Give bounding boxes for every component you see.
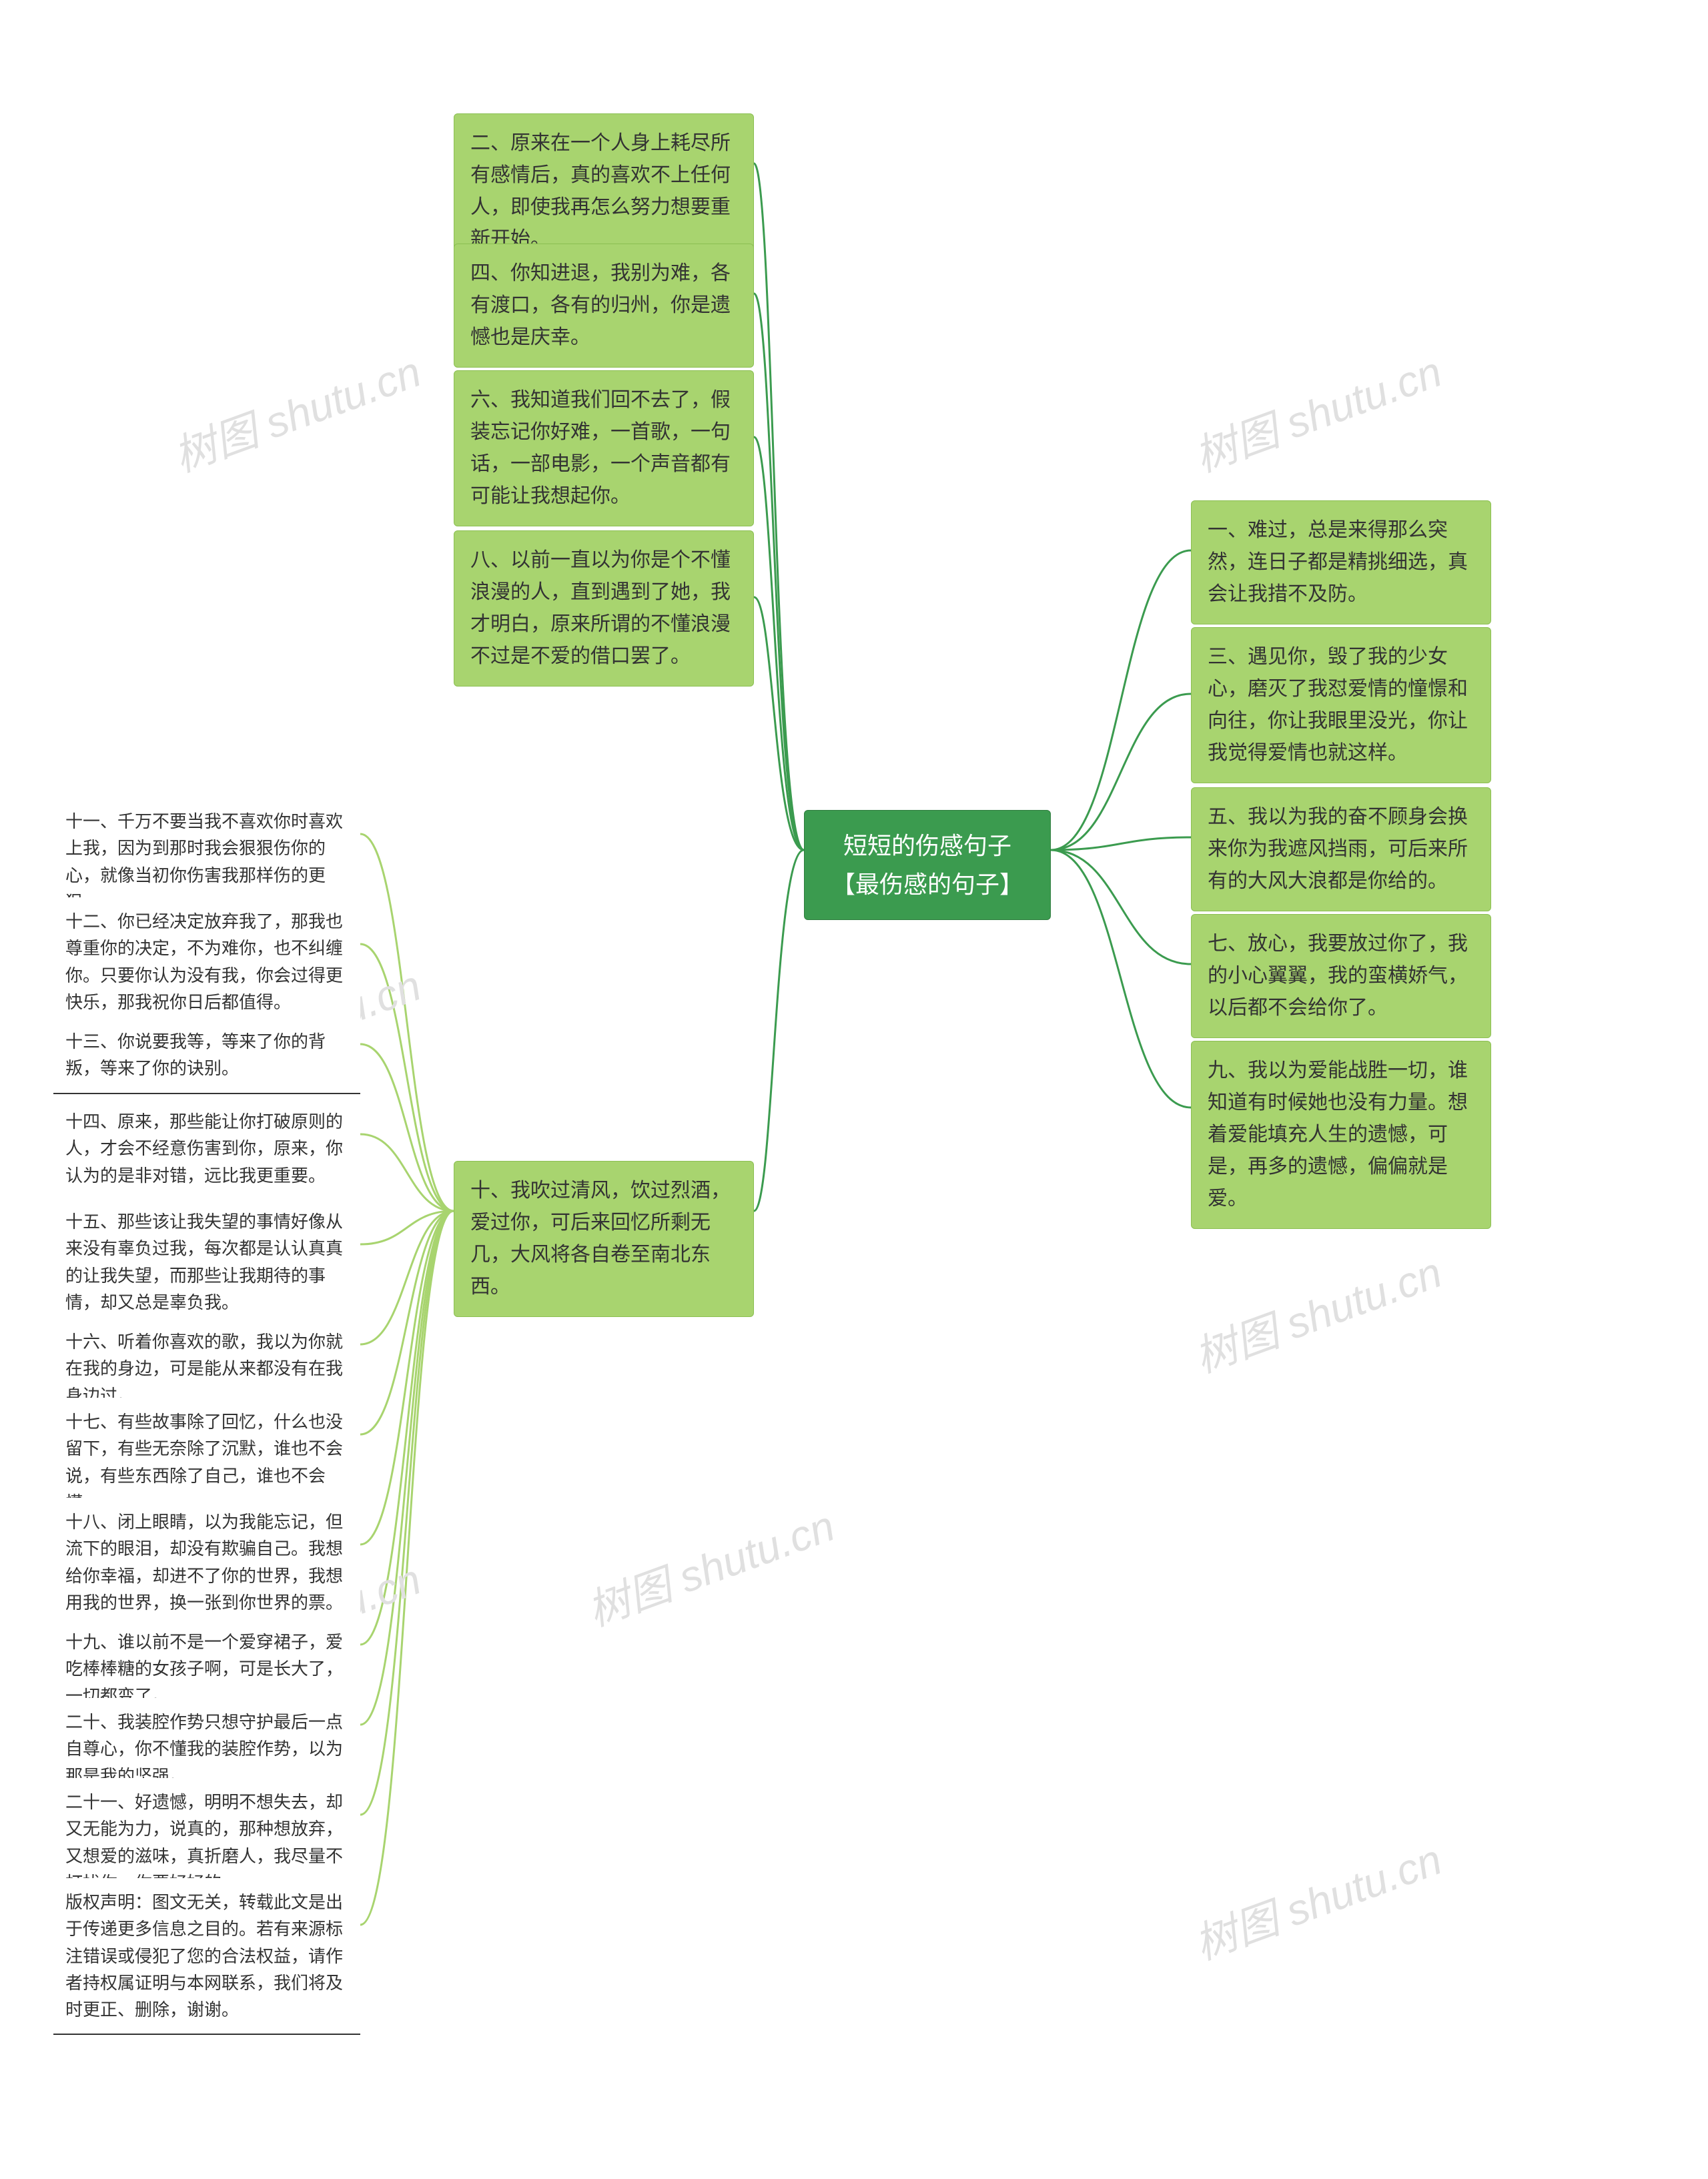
mindmap-center-node[interactable]: 短短的伤感句子【最伤感的句子】 (804, 810, 1051, 920)
watermark: 树图 shutu.cn (164, 338, 428, 484)
watermark: 树图 shutu.cn (578, 1492, 842, 1638)
mindmap-node-5[interactable]: 五、我以为我的奋不顾身会换来你为我遮风挡雨，可后来所有的大风大浪都是你给的。 (1191, 787, 1491, 911)
mindmap-leaf-15[interactable]: 十五、那些该让我失望的事情好像从来没有辜负过我，每次都是认认真真的让我失望，而那… (53, 1198, 360, 1328)
mindmap-node-4[interactable]: 四、你知进退，我别为难，各有渡口，各有的归州，你是遗憾也是庆幸。 (454, 244, 754, 368)
watermark: 树图 shutu.cn (1185, 338, 1449, 484)
mindmap-leaf-12[interactable]: 十二、你已经决定放弃我了，那我也尊重你的决定，不为难你，也不纠缠你。只要你认为没… (53, 897, 360, 1027)
watermark: 树图 shutu.cn (1185, 1238, 1449, 1384)
mindmap-node-10[interactable]: 十、我吹过清风，饮过烈酒，爱过你，可后来回忆所剩无几，大风将各自卷至南北东西。 (454, 1161, 754, 1317)
mindmap-node-9[interactable]: 九、我以为爱能战胜一切，谁知道有时候她也没有力量。想着爱能填充人生的遗憾，可是，… (1191, 1041, 1491, 1229)
mindmap-leaf-18[interactable]: 十八、闭上眼睛，以为我能忘记，但流下的眼泪，却没有欺骗自己。我想给你幸福，却进不… (53, 1498, 360, 1628)
mindmap-node-6[interactable]: 六、我知道我们回不去了，假装忘记你好难，一首歌，一句话，一部电影，一个声音都有可… (454, 370, 754, 526)
mindmap-node-3[interactable]: 三、遇见你，毁了我的少女心，磨灭了我怼爱情的憧憬和向往，你让我眼里没光，你让我觉… (1191, 627, 1491, 783)
mindmap-node-8[interactable]: 八、以前一直以为你是个不懂浪漫的人，直到遇到了她，我才明白，原来所谓的不懂浪漫不… (454, 530, 754, 687)
mindmap-leaf-14[interactable]: 十四、原来，那些能让你打破原则的人，才会不经意伤害到你，原来，你认为的是非对错，… (53, 1098, 360, 1201)
mindmap-leaf-copyright[interactable]: 版权声明：图文无关，转载此文是出于传递更多信息之目的。若有来源标注错误或侵犯了您… (53, 1878, 360, 2035)
watermark: 树图 shutu.cn (1185, 1825, 1449, 1972)
mindmap-node-7[interactable]: 七、放心，我要放过你了，我的小心翼翼，我的蛮横娇气，以后都不会给你了。 (1191, 914, 1491, 1038)
mindmap-leaf-13[interactable]: 十三、你说要我等，等来了你的背叛，等来了你的诀别。 (53, 1017, 360, 1094)
mindmap-node-1[interactable]: 一、难过，总是来得那么突然，连日子都是精挑细选，真会让我措不及防。 (1191, 500, 1491, 624)
